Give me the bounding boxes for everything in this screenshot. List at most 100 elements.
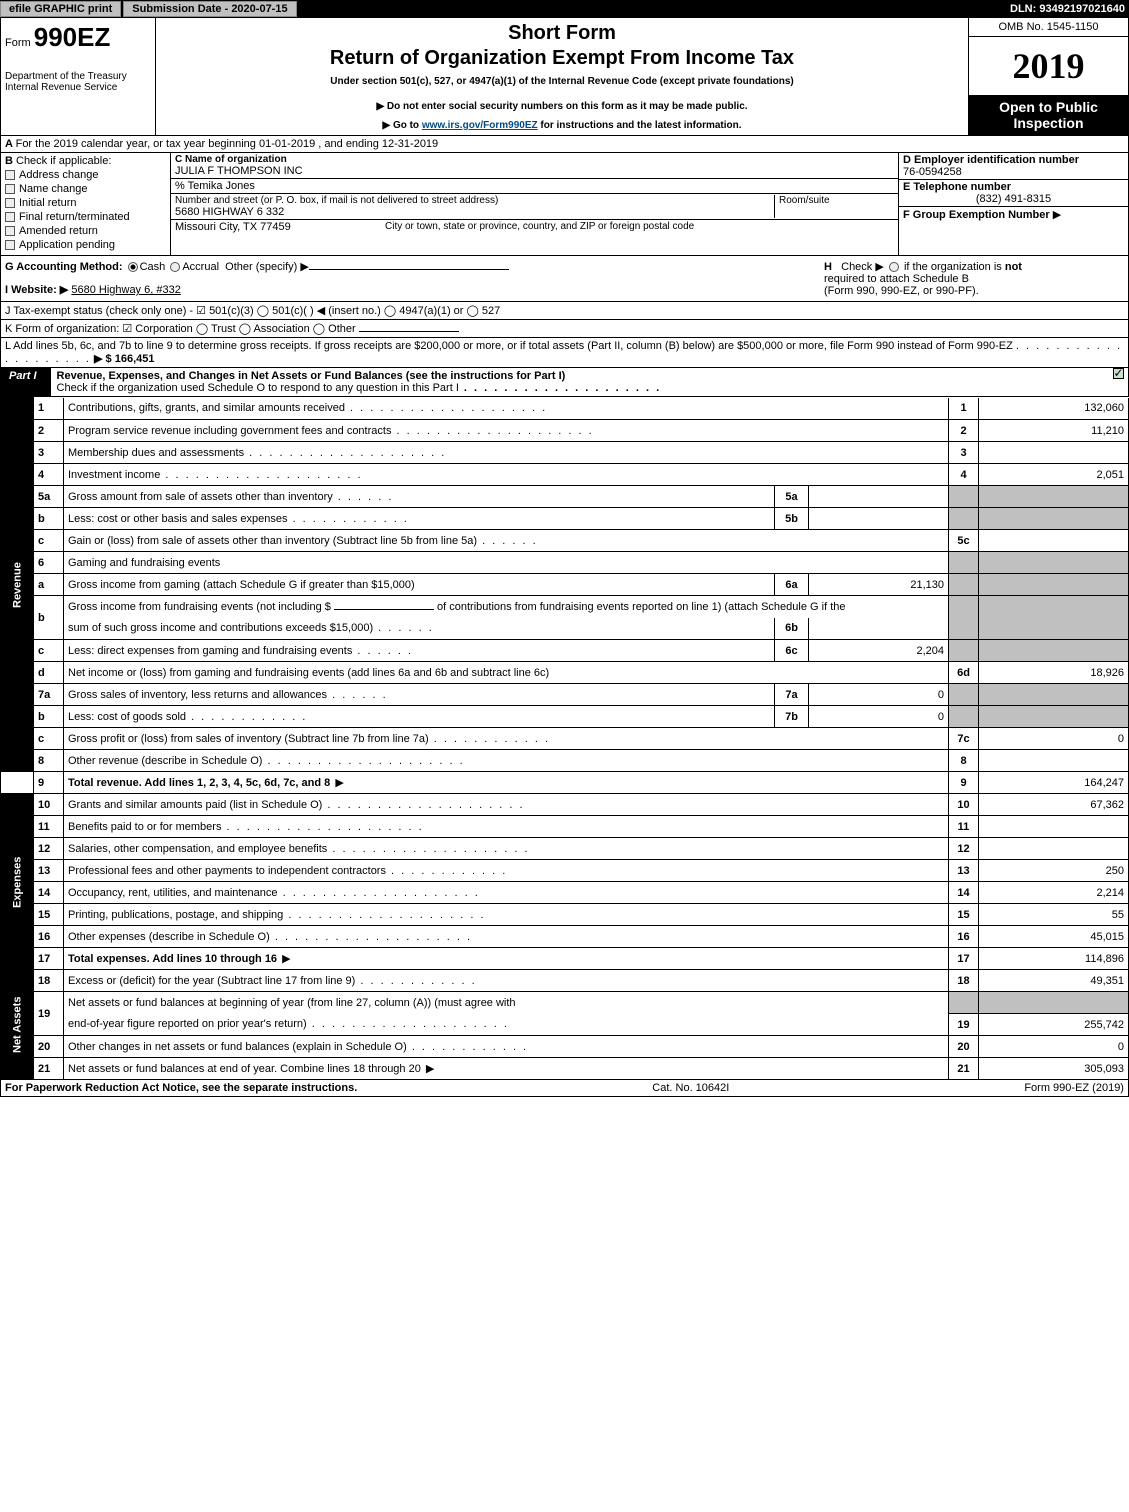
- r6b-blank[interactable]: [334, 609, 434, 610]
- checkbox-application-pending[interactable]: [5, 240, 15, 250]
- chk-initial-return: Initial return: [19, 197, 76, 209]
- part1-dots: [459, 382, 661, 394]
- r10-desc: Grants and similar amounts paid (list in…: [64, 794, 949, 816]
- website-value: 5680 Highway 6, #332: [71, 284, 180, 296]
- r16-num: 16: [34, 926, 64, 948]
- r20-desc-text: Other changes in net assets or fund bala…: [68, 1041, 407, 1053]
- open-line1: Open to Public: [999, 99, 1098, 115]
- lines-table: Revenue 1 Contributions, gifts, grants, …: [0, 397, 1129, 1080]
- line-j: J Tax-exempt status (check only one) - ☑…: [0, 302, 1129, 320]
- omb-number: OMB No. 1545-1150: [969, 18, 1128, 37]
- part1-checkbox[interactable]: [1113, 368, 1124, 379]
- radio-h[interactable]: [889, 262, 899, 272]
- radio-cash[interactable]: [128, 262, 138, 272]
- r8-desc-text: Other revenue (describe in Schedule O): [68, 755, 262, 767]
- r14-rnum: 14: [949, 882, 979, 904]
- side-expenses: Expenses: [1, 794, 34, 970]
- r6-desc: Gaming and fundraising events: [64, 552, 949, 574]
- r7c-rnum: 7c: [949, 728, 979, 750]
- r5b-desc: Less: cost or other basis and sales expe…: [64, 508, 775, 530]
- return-title: Return of Organization Exempt From Incom…: [160, 47, 964, 70]
- r5b-shade2: [979, 508, 1129, 530]
- r5a-desc: Gross amount from sale of assets other t…: [64, 486, 775, 508]
- form-number: 990EZ: [34, 22, 111, 52]
- box-b: B Check if applicable: Address change Na…: [1, 153, 171, 255]
- r4-desc: Investment income: [64, 464, 949, 486]
- r6-shade2: [979, 552, 1129, 574]
- r17-desc-text: Total expenses. Add lines 10 through 16: [68, 953, 277, 965]
- ein-value: 76-0594258: [903, 166, 962, 178]
- r6a-num: a: [34, 574, 64, 596]
- checkbox-amended-return[interactable]: [5, 226, 15, 236]
- r6a-innum: 6a: [775, 574, 809, 596]
- goto-pre: Go to: [393, 120, 422, 131]
- form-header: Form 990EZ Department of the Treasury In…: [0, 18, 1129, 136]
- r12-dots: [327, 843, 529, 855]
- r6b-innum: 6b: [775, 618, 809, 640]
- r9-dots: [330, 777, 346, 789]
- checkbox-final-return[interactable]: [5, 212, 15, 222]
- r5c-rval: [979, 530, 1129, 552]
- r9-desc-text: Total revenue. Add lines 1, 2, 3, 4, 5c,…: [68, 777, 330, 789]
- footer-left: For Paperwork Reduction Act Notice, see …: [5, 1082, 357, 1094]
- line-a-text: For the 2019 calendar year, or tax year …: [16, 138, 439, 150]
- r5c-rnum: 5c: [949, 530, 979, 552]
- r7a-shade2: [979, 684, 1129, 706]
- r6-num: 6: [34, 552, 64, 574]
- checkbox-name-change[interactable]: [5, 184, 15, 194]
- r8-rval: [979, 750, 1129, 772]
- chk-amended-return: Amended return: [19, 225, 98, 237]
- r6c-inval: 2,204: [809, 640, 949, 662]
- r18-desc-text: Excess or (deficit) for the year (Subtra…: [68, 975, 355, 987]
- r15-desc-text: Printing, publications, postage, and shi…: [68, 909, 283, 921]
- r8-num: 8: [34, 750, 64, 772]
- checkbox-initial-return[interactable]: [5, 198, 15, 208]
- r6b-desc1: Gross income from fundraising events (no…: [64, 596, 949, 618]
- line-k-text: K Form of organization: ☑ Corporation ◯ …: [5, 323, 356, 335]
- efile-print-button[interactable]: efile GRAPHIC print: [0, 1, 121, 17]
- r12-rval: [979, 838, 1129, 860]
- r1-rval: 132,060: [979, 398, 1129, 420]
- r2-desc: Program service revenue including govern…: [64, 420, 949, 442]
- short-form-title: Short Form: [160, 22, 964, 45]
- r5b-inval: [809, 508, 949, 530]
- other-specify-blank[interactable]: [309, 269, 509, 270]
- r7b-num: b: [34, 706, 64, 728]
- r19-num: 19: [34, 992, 64, 1036]
- street-value: 5680 HIGHWAY 6 332: [175, 206, 774, 218]
- r5b-num: b: [34, 508, 64, 530]
- line-k-blank[interactable]: [359, 331, 459, 332]
- r4-desc-text: Investment income: [68, 469, 363, 481]
- r2-desc-text: Program service revenue including govern…: [68, 425, 594, 437]
- line-h-text1: if the organization is: [904, 261, 1005, 273]
- pct-name: % Temika Jones: [175, 180, 255, 192]
- r6b-shade1: [949, 596, 979, 640]
- goto-link[interactable]: www.irs.gov/Form990EZ: [422, 120, 538, 131]
- street-label: Number and street (or P. O. box, if mail…: [175, 195, 774, 206]
- form-header-left: Form 990EZ Department of the Treasury In…: [1, 18, 156, 135]
- r5a-shade2: [979, 486, 1129, 508]
- r13-dots: [386, 865, 507, 877]
- checkbox-address-change[interactable]: [5, 170, 15, 180]
- radio-accrual[interactable]: [170, 262, 180, 272]
- r17-rnum: 17: [949, 948, 979, 970]
- line-h-text2: required to attach Schedule B: [824, 273, 969, 285]
- r5a-inval: [809, 486, 949, 508]
- dept-irs: Internal Revenue Service: [5, 82, 151, 93]
- r7c-desc-text: Gross profit or (loss) from sales of inv…: [68, 733, 429, 745]
- r6c-dots: [352, 645, 413, 657]
- r12-rnum: 12: [949, 838, 979, 860]
- r20-desc: Other changes in net assets or fund bala…: [64, 1036, 949, 1058]
- r10-desc-text: Grants and similar amounts paid (list in…: [68, 799, 322, 811]
- part1-header: Part I Revenue, Expenses, and Changes in…: [0, 368, 1129, 397]
- form-header-center: Short Form Return of Organization Exempt…: [156, 18, 968, 135]
- r10-num: 10: [34, 794, 64, 816]
- box-c-label: C Name of organization: [175, 154, 287, 165]
- open-line2: Inspection: [1013, 115, 1083, 131]
- r15-rval: 55: [979, 904, 1129, 926]
- r19-rval: 255,742: [979, 1014, 1129, 1036]
- r2-rval: 11,210: [979, 420, 1129, 442]
- r5a-shade1: [949, 486, 979, 508]
- other-label: Other (specify) ▶: [225, 261, 309, 273]
- footer-right: Form 990-EZ (2019): [1024, 1082, 1124, 1094]
